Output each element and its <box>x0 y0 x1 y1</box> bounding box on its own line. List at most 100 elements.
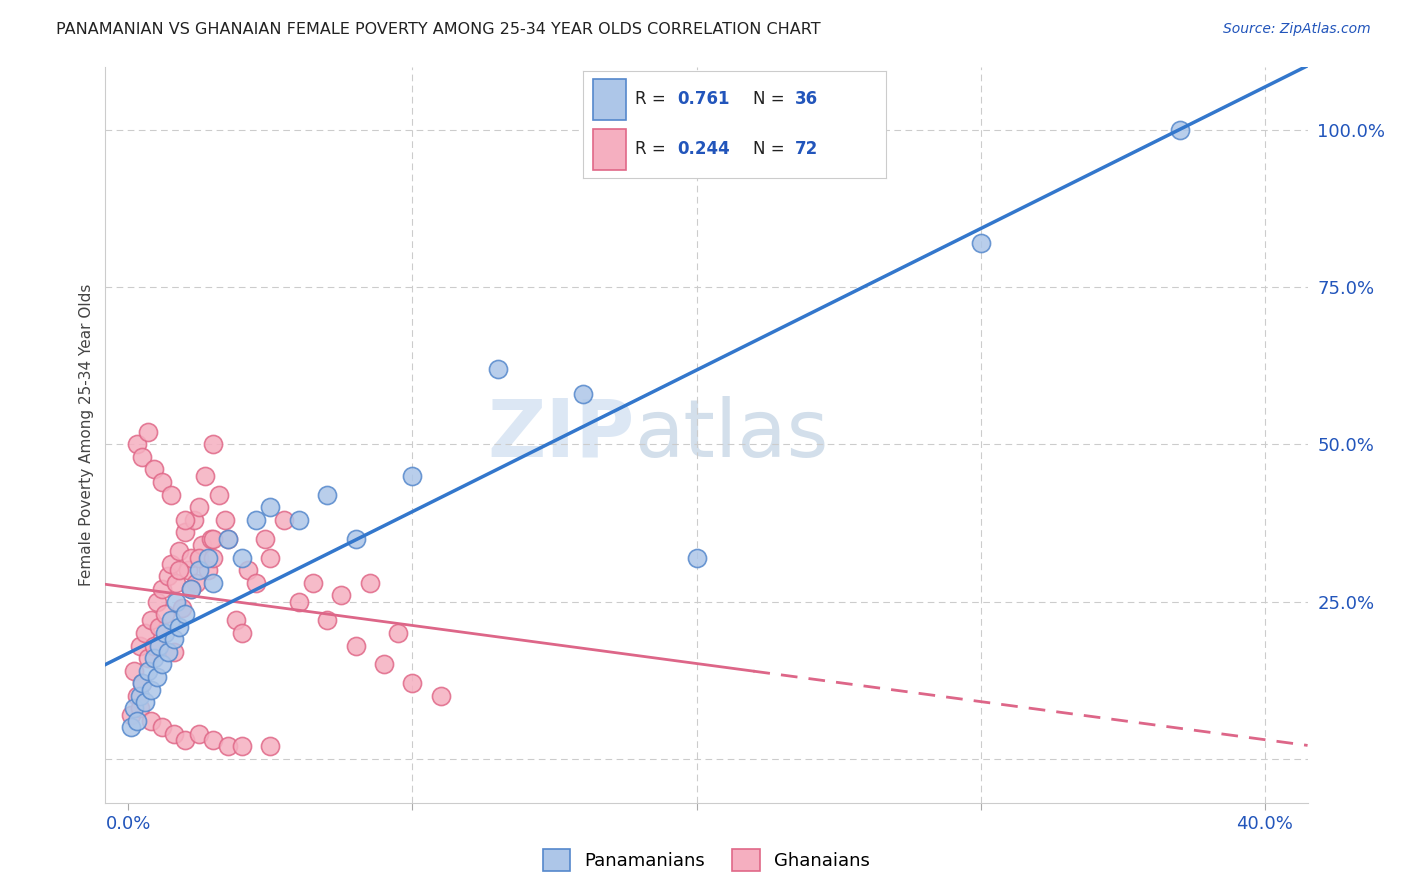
Text: ZIP: ZIP <box>486 396 634 474</box>
Point <box>208 487 231 501</box>
Point <box>401 676 423 690</box>
Point <box>125 714 148 728</box>
Point <box>142 639 165 653</box>
Point <box>120 707 142 722</box>
Point <box>142 462 165 476</box>
Point <box>150 475 173 489</box>
Point <box>169 563 191 577</box>
Point <box>430 689 453 703</box>
Point <box>150 582 173 596</box>
Point <box>253 532 276 546</box>
Point <box>202 575 225 590</box>
Point <box>214 513 236 527</box>
Point <box>197 550 219 565</box>
Point <box>259 550 281 565</box>
Bar <box>592 78 626 120</box>
Point <box>273 513 295 527</box>
Text: 72: 72 <box>796 141 818 159</box>
Point <box>231 739 253 754</box>
Point <box>259 739 281 754</box>
Point <box>156 569 179 583</box>
Point <box>572 387 595 401</box>
Point <box>128 639 150 653</box>
Point <box>159 614 181 628</box>
Point <box>186 575 208 590</box>
Point <box>131 676 153 690</box>
Point <box>174 513 197 527</box>
Point <box>159 557 181 571</box>
Point <box>145 594 167 608</box>
Point <box>120 720 142 734</box>
Point <box>139 614 162 628</box>
Point <box>174 607 197 621</box>
Legend: Panamanians, Ghanaians: Panamanians, Ghanaians <box>536 842 877 879</box>
Point <box>359 575 381 590</box>
Text: R =: R = <box>636 141 671 159</box>
Text: PANAMANIAN VS GHANAIAN FEMALE POVERTY AMONG 25-34 YEAR OLDS CORRELATION CHART: PANAMANIAN VS GHANAIAN FEMALE POVERTY AM… <box>56 22 821 37</box>
Point <box>174 525 197 540</box>
Point <box>188 726 211 740</box>
Point <box>177 563 200 577</box>
Point <box>287 513 309 527</box>
Point <box>163 726 186 740</box>
Point <box>188 563 211 577</box>
Point <box>148 620 170 634</box>
Point <box>217 532 239 546</box>
Point <box>169 620 191 634</box>
Point <box>166 575 188 590</box>
Point <box>685 550 707 565</box>
Point <box>344 532 367 546</box>
Point <box>128 689 150 703</box>
Point <box>197 563 219 577</box>
Point <box>174 732 197 747</box>
Point <box>180 582 202 596</box>
Point <box>202 732 225 747</box>
Text: 0.244: 0.244 <box>678 141 730 159</box>
Point <box>153 607 176 621</box>
Point <box>245 575 267 590</box>
Text: N =: N = <box>752 90 790 108</box>
Point <box>172 600 194 615</box>
Point <box>122 701 145 715</box>
Point <box>134 695 156 709</box>
Point <box>142 651 165 665</box>
Point <box>330 588 353 602</box>
Point <box>136 425 159 439</box>
Point <box>180 582 202 596</box>
Text: 0.761: 0.761 <box>678 90 730 108</box>
Point <box>150 720 173 734</box>
Point <box>131 676 153 690</box>
Point <box>128 701 150 715</box>
Point <box>148 639 170 653</box>
Point <box>225 614 247 628</box>
Point <box>202 532 225 546</box>
Point <box>200 532 222 546</box>
Text: atlas: atlas <box>634 396 828 474</box>
Text: N =: N = <box>752 141 790 159</box>
Point <box>136 651 159 665</box>
Point <box>236 563 259 577</box>
Point <box>302 575 325 590</box>
Point <box>122 664 145 678</box>
Point <box>180 550 202 565</box>
Point <box>231 550 253 565</box>
Point <box>188 500 211 515</box>
Point <box>139 714 162 728</box>
Point <box>245 513 267 527</box>
Point <box>970 235 993 250</box>
Point <box>163 632 186 647</box>
Point <box>1168 123 1191 137</box>
Point <box>231 626 253 640</box>
Point <box>134 626 156 640</box>
Point <box>202 437 225 451</box>
Point <box>183 513 205 527</box>
Point <box>387 626 409 640</box>
Point <box>163 645 186 659</box>
Point <box>166 594 188 608</box>
Point <box>136 664 159 678</box>
Point <box>145 670 167 684</box>
Point <box>401 468 423 483</box>
Point <box>125 437 148 451</box>
Point <box>194 468 217 483</box>
Point <box>125 689 148 703</box>
